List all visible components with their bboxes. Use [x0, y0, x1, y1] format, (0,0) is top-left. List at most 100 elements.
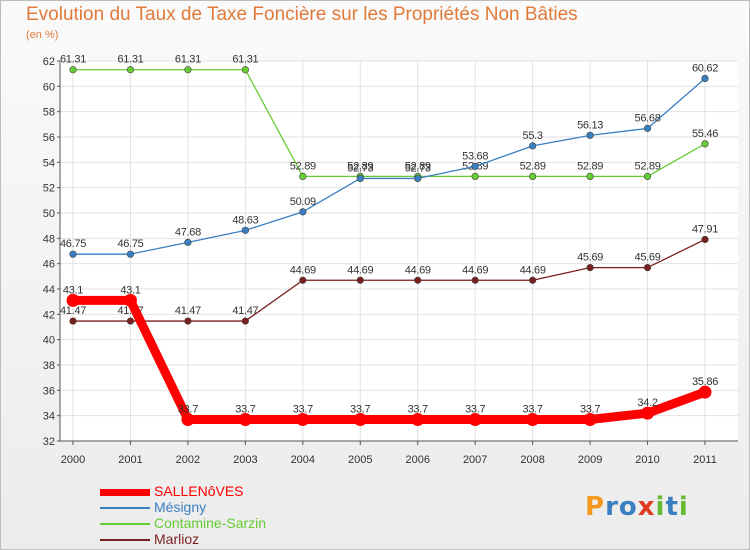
y-tick-label: 34 [43, 411, 55, 423]
data-point [241, 317, 249, 325]
data-point [356, 276, 364, 284]
data-point [126, 317, 135, 325]
series-line [68, 295, 710, 424]
data-label: 61.31 [175, 54, 201, 66]
legend-swatch [100, 539, 150, 541]
data-label: 41.47 [232, 305, 258, 317]
data-label: 44.69 [520, 264, 546, 276]
data-label: 41.47 [60, 305, 86, 317]
data-point [66, 293, 80, 307]
y-tick-label: 38 [43, 360, 55, 372]
data-point [526, 412, 540, 426]
x-tick-label: 2011 [693, 454, 717, 466]
x-tick-label: 2010 [635, 454, 659, 466]
series-line [72, 238, 706, 322]
data-point [701, 235, 709, 244]
y-tick-label: 44 [43, 284, 55, 296]
data-point [643, 172, 652, 180]
data-label: 47.91 [692, 223, 718, 235]
data-label: 60.62 [692, 62, 718, 74]
data-point [414, 276, 422, 284]
data-point [414, 174, 422, 183]
y-tick-label: 40 [43, 335, 55, 347]
data-label: 44.69 [405, 264, 431, 276]
data-label: 52.89 [347, 160, 373, 172]
data-point [701, 140, 709, 148]
y-tick-label: 60 [43, 81, 55, 93]
data-point [586, 131, 594, 139]
data-label: 52.73 [347, 162, 373, 174]
y-tick-label: 58 [43, 107, 55, 119]
data-label: 56.13 [577, 119, 603, 131]
x-tick-label: 2004 [291, 454, 315, 466]
data-point [356, 174, 364, 183]
x-tick-label: 2003 [233, 454, 257, 466]
data-label: 47.68 [175, 226, 201, 238]
data-point [471, 276, 479, 284]
y-tick-label: 50 [43, 208, 55, 220]
data-point [241, 226, 249, 234]
data-label: 53.68 [462, 150, 488, 162]
legend-swatch [100, 488, 150, 496]
y-tick-label: 42 [43, 309, 55, 321]
y-tick-label: 32 [43, 436, 55, 448]
series-line [72, 77, 706, 255]
chart-unit: (en %) [26, 29, 59, 41]
x-tick-label: 2008 [520, 454, 544, 466]
legend-swatch [100, 523, 150, 525]
data-label: 35.86 [692, 376, 718, 388]
data-point [69, 317, 77, 325]
data-label: 44.69 [462, 264, 488, 276]
data-point [296, 412, 310, 426]
data-label: 61.31 [232, 54, 258, 66]
chart-title: Evolution du Taux de Taxe Foncière sur l… [26, 4, 578, 25]
logo-letter: o [618, 492, 638, 522]
logo-letter: r [605, 492, 619, 522]
data-point [586, 263, 594, 272]
data-point [299, 172, 307, 180]
data-label: 33.7 [350, 403, 370, 415]
legend-label: Mésigny [154, 499, 207, 515]
x-tick-label: 2006 [405, 454, 429, 466]
data-label: 52.89 [635, 160, 661, 172]
legend-label: Marlioz [154, 531, 200, 547]
data-label: 43.1 [63, 284, 83, 296]
data-point [643, 124, 652, 132]
legend-label: SALLENôVES [154, 483, 244, 499]
data-label: 55.46 [692, 128, 718, 140]
data-label: 44.69 [347, 264, 373, 276]
data-label: 43.1 [120, 284, 140, 296]
y-tick-label: 46 [43, 259, 55, 271]
data-point [471, 172, 479, 180]
plot-area [60, 61, 738, 441]
data-point [241, 66, 249, 74]
data-label: 52.89 [405, 160, 431, 172]
data-label: 48.63 [232, 214, 258, 226]
y-tick-label: 56 [43, 132, 55, 144]
legend-label: Contamine-Sarzin [154, 515, 267, 531]
data-point [583, 412, 597, 426]
data-label: 46.75 [60, 238, 86, 250]
data-label: 52.89 [577, 160, 603, 172]
series-line [72, 69, 706, 178]
x-tick-label: 2000 [61, 454, 85, 466]
x-tick-label: 2009 [578, 454, 602, 466]
data-label: 50.09 [290, 196, 316, 208]
data-point [184, 238, 192, 246]
data-label: 33.7 [293, 403, 313, 415]
data-label: 61.31 [117, 54, 143, 66]
data-point [643, 263, 652, 272]
data-point [698, 385, 712, 399]
data-label: 44.69 [290, 264, 316, 276]
logo-letter: x [637, 492, 656, 522]
logo-letter: t [665, 492, 679, 522]
data-point [529, 172, 537, 180]
data-point [69, 66, 77, 74]
proxiti-logo: Proxiti [585, 492, 689, 522]
data-label: 55.3 [523, 130, 543, 142]
logo-letter: P [585, 492, 606, 522]
data-label: 61.31 [60, 54, 86, 66]
logo-letter: i [678, 492, 689, 522]
data-point [184, 66, 192, 74]
data-point [468, 412, 482, 426]
